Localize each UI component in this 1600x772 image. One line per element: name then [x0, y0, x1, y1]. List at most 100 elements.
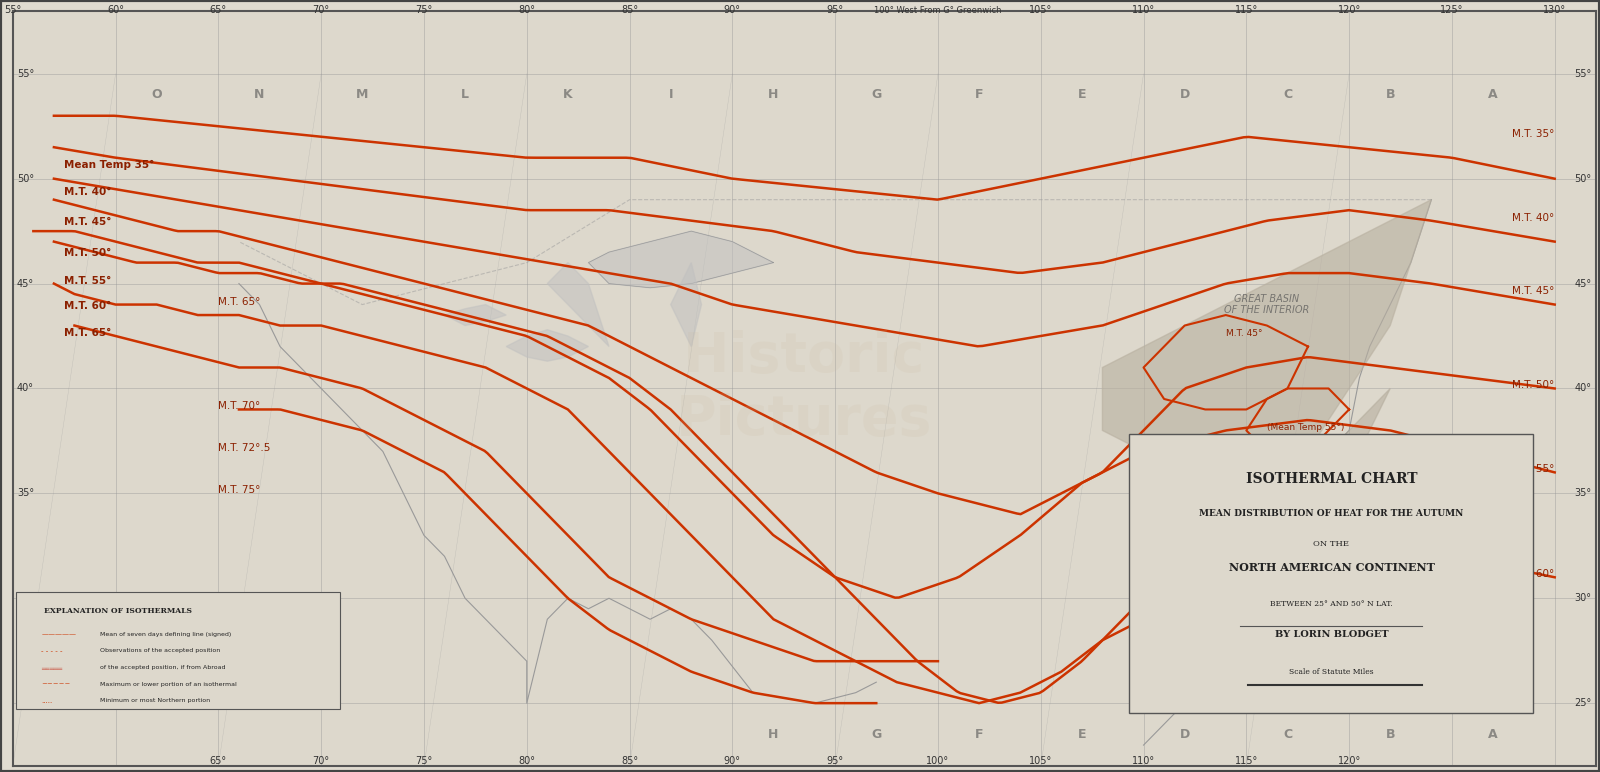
Text: 40°: 40°	[18, 384, 34, 394]
Text: 35°: 35°	[18, 489, 34, 499]
Text: D: D	[1179, 728, 1190, 741]
Text: 40°: 40°	[1574, 384, 1592, 394]
Text: H: H	[768, 728, 779, 741]
Text: 125°: 125°	[1440, 5, 1464, 15]
Text: 95°: 95°	[827, 756, 843, 766]
Text: 80°: 80°	[518, 756, 536, 766]
Text: 70°: 70°	[312, 5, 330, 15]
Text: 25°: 25°	[18, 698, 34, 708]
Text: —————: —————	[42, 631, 77, 638]
Text: F: F	[974, 88, 984, 101]
Text: M.T. 35°: M.T. 35°	[1512, 129, 1555, 139]
Text: of the accepted position, if from Abroad: of the accepted position, if from Abroad	[99, 665, 226, 670]
Text: Historic
Pictures: Historic Pictures	[677, 330, 933, 447]
Text: A: A	[1488, 88, 1498, 101]
Text: D: D	[1179, 88, 1190, 101]
Text: A: A	[1488, 728, 1498, 741]
Text: 115°: 115°	[1235, 5, 1258, 15]
Text: ~~~~~: ~~~~~	[42, 682, 70, 688]
Text: M.T. 40°: M.T. 40°	[1512, 212, 1555, 222]
Text: H: H	[768, 88, 779, 101]
Polygon shape	[1288, 388, 1390, 514]
Text: 130°: 130°	[1542, 5, 1566, 15]
Text: 90°: 90°	[723, 756, 741, 766]
Text: M.T. 65°: M.T. 65°	[218, 296, 261, 306]
FancyBboxPatch shape	[16, 592, 341, 709]
Text: Maximum or lower portion of an isothermal: Maximum or lower portion of an isotherma…	[99, 682, 237, 686]
Text: L: L	[461, 88, 469, 101]
Text: MOJAVE
DESERT: MOJAVE DESERT	[1230, 588, 1262, 608]
Text: ON THE: ON THE	[1314, 540, 1349, 547]
Text: B: B	[1386, 88, 1395, 101]
Text: 25°: 25°	[1574, 698, 1592, 708]
Text: 35°: 35°	[1574, 489, 1592, 499]
Text: Observations of the accepted position: Observations of the accepted position	[99, 648, 221, 653]
Text: M.T. 60°: M.T. 60°	[1512, 569, 1555, 579]
Text: G: G	[870, 88, 882, 101]
Text: E: E	[1078, 88, 1086, 101]
Text: 110°: 110°	[1131, 5, 1155, 15]
Text: N: N	[254, 88, 264, 101]
Text: M.T. 60°: M.T. 60°	[64, 301, 112, 311]
Text: 100° West From G° Greenwich: 100° West From G° Greenwich	[874, 6, 1002, 15]
Text: Minimum or most Northern portion: Minimum or most Northern portion	[99, 698, 210, 703]
Text: 80°: 80°	[518, 5, 536, 15]
Text: 75°: 75°	[416, 756, 432, 766]
Text: 85°: 85°	[621, 756, 638, 766]
Text: 120°: 120°	[1338, 5, 1360, 15]
Text: M.T. 45°: M.T. 45°	[64, 217, 112, 227]
Text: 105°: 105°	[1029, 5, 1053, 15]
Text: EXPLANATION OF ISOTHERMALS: EXPLANATION OF ISOTHERMALS	[45, 608, 192, 615]
Text: C: C	[1283, 728, 1293, 741]
Text: M.T. 40°: M.T. 40°	[64, 188, 112, 198]
Text: M.T. 45°: M.T. 45°	[1512, 286, 1555, 296]
Text: F: F	[974, 728, 984, 741]
Text: 55°: 55°	[5, 5, 21, 15]
Text: B: B	[1386, 728, 1395, 741]
Polygon shape	[445, 305, 506, 326]
Text: ISOTHERMAL CHART: ISOTHERMAL CHART	[1246, 472, 1418, 486]
Text: O: O	[152, 88, 162, 101]
Text: M: M	[357, 88, 368, 101]
Text: (Mean Temp 60°): (Mean Temp 60°)	[1309, 476, 1386, 485]
Text: NORTH AMERICAN CONTINENT: NORTH AMERICAN CONTINENT	[1229, 562, 1435, 573]
Polygon shape	[589, 231, 773, 288]
Text: - - - - -: - - - - -	[42, 648, 62, 655]
Text: K: K	[563, 88, 573, 101]
Polygon shape	[506, 330, 589, 361]
Text: E: E	[1078, 728, 1086, 741]
Text: (Mean Temp 55°): (Mean Temp 55°)	[1267, 423, 1344, 432]
Text: 65°: 65°	[210, 5, 227, 15]
Text: 95°: 95°	[827, 5, 843, 15]
Text: M.T. 50°: M.T. 50°	[1512, 381, 1555, 391]
Text: M.T. 45°: M.T. 45°	[1226, 329, 1262, 338]
Text: M.T. 50°: M.T. 50°	[64, 249, 112, 259]
Text: I: I	[669, 88, 674, 101]
Text: M.T. 75°: M.T. 75°	[218, 486, 261, 496]
Polygon shape	[1102, 200, 1432, 493]
Text: BY LORIN BLODGET: BY LORIN BLODGET	[1275, 630, 1389, 639]
Text: G: G	[870, 728, 882, 741]
FancyBboxPatch shape	[1130, 434, 1533, 713]
Text: 120°: 120°	[1338, 756, 1360, 766]
Text: 75°: 75°	[416, 5, 432, 15]
Text: 45°: 45°	[18, 279, 34, 289]
Text: 115°: 115°	[1235, 756, 1258, 766]
Text: ═════: ═════	[42, 665, 62, 671]
Text: 65°: 65°	[210, 756, 227, 766]
Text: GREAT BASIN
OF THE INTERIOR: GREAT BASIN OF THE INTERIOR	[1224, 294, 1309, 316]
Text: Mean Temp 35°: Mean Temp 35°	[64, 160, 155, 170]
Text: 55°: 55°	[18, 69, 34, 79]
Text: C: C	[1283, 88, 1293, 101]
Text: 85°: 85°	[621, 5, 638, 15]
Text: 105°: 105°	[1029, 756, 1053, 766]
Text: M.T. 70°: M.T. 70°	[218, 401, 261, 411]
Text: M.T. 55°: M.T. 55°	[1512, 465, 1555, 474]
Text: 70°: 70°	[312, 756, 330, 766]
Text: .....: .....	[42, 698, 53, 704]
Text: Scale of Statute Miles: Scale of Statute Miles	[1290, 668, 1374, 676]
Text: 100°: 100°	[926, 756, 949, 766]
Text: M.T. 72°.5: M.T. 72°.5	[218, 443, 270, 453]
Text: 45°: 45°	[1574, 279, 1592, 289]
Text: 60°: 60°	[107, 5, 125, 15]
